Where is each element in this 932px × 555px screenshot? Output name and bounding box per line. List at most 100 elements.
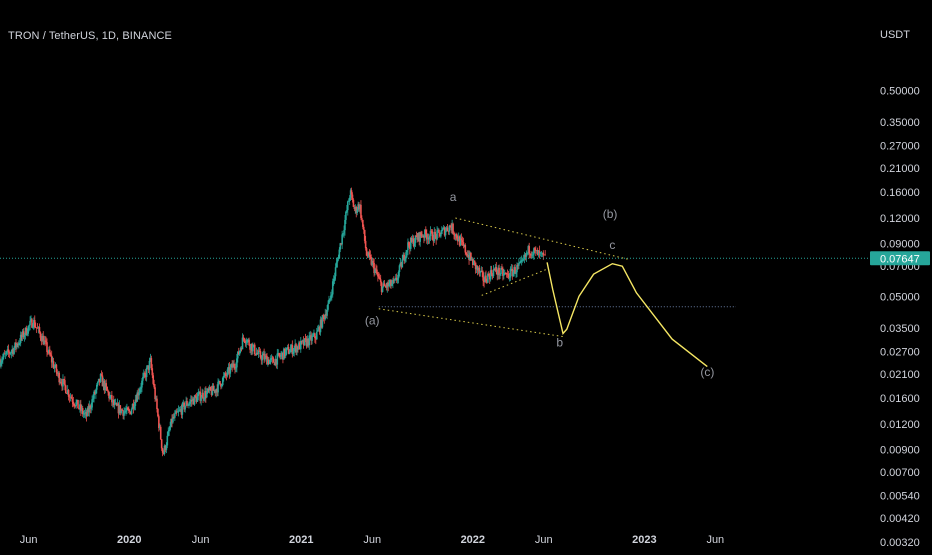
candle-body <box>434 231 437 235</box>
candle-body <box>451 223 453 231</box>
candle-body <box>416 236 419 240</box>
candle-body <box>501 268 503 270</box>
candle-body <box>356 210 358 213</box>
candle-body <box>474 262 477 270</box>
candle-body <box>456 234 458 239</box>
candle-body <box>371 261 374 265</box>
current-price-label: 0.07647 <box>880 253 920 265</box>
candle-body <box>203 398 205 400</box>
candle-body <box>328 299 330 304</box>
candle-body <box>243 338 246 341</box>
candle-body <box>292 351 295 355</box>
candle-body <box>201 392 203 398</box>
candle-body <box>89 405 92 409</box>
wave-label: (b) <box>603 207 618 221</box>
candle-body <box>259 350 262 358</box>
candle-body <box>15 342 17 348</box>
price-tick-label: 0.50000 <box>880 85 920 97</box>
candle-body <box>368 252 371 255</box>
candle-body <box>146 365 149 368</box>
candle-body <box>287 347 290 354</box>
candle-body <box>404 258 406 261</box>
candle-body <box>319 319 322 333</box>
upper-channel-line <box>455 217 630 261</box>
candle-body <box>389 280 391 284</box>
candle-body <box>423 236 425 238</box>
candle-body <box>482 272 484 281</box>
candle-body <box>9 353 12 354</box>
candle-body <box>342 233 344 235</box>
candle-body <box>150 358 153 369</box>
candle-body <box>476 266 479 271</box>
candle-body <box>181 403 184 415</box>
candle-body <box>202 392 204 399</box>
candle-body <box>162 452 165 455</box>
candle-body <box>14 342 16 349</box>
candle-body <box>333 276 336 279</box>
price-tick-label: 0.03500 <box>880 323 920 335</box>
candle-body <box>406 250 408 253</box>
candle-body <box>468 255 470 260</box>
candle-body <box>13 348 15 354</box>
candle-body <box>270 357 273 359</box>
candle-body <box>489 270 492 280</box>
candle-body <box>415 235 418 237</box>
candle-body <box>257 350 260 355</box>
candle-body <box>283 348 285 360</box>
candle-body <box>523 254 526 260</box>
time-tick-label: Jun <box>20 534 38 546</box>
candle-body <box>171 418 173 423</box>
candle-body <box>534 248 536 251</box>
candle-body <box>192 398 195 405</box>
candle-body <box>355 207 358 213</box>
candle-body <box>387 282 390 287</box>
candle-body <box>466 254 468 257</box>
candle-body <box>374 269 376 274</box>
candle-body <box>525 252 528 257</box>
candle-body <box>460 238 463 241</box>
candle-body <box>357 204 359 211</box>
candle-body <box>143 373 146 374</box>
candle-body <box>96 381 99 385</box>
candle-body <box>381 286 384 292</box>
candle-body <box>32 326 34 328</box>
candle-body <box>359 204 361 209</box>
candle-body <box>273 362 276 366</box>
candle-body <box>411 238 414 242</box>
candle-body <box>131 403 134 410</box>
candle-body <box>318 326 321 333</box>
candle-body <box>175 411 178 413</box>
candle-body <box>62 378 64 387</box>
candle-body <box>163 445 166 455</box>
candle-body <box>38 327 41 333</box>
candle-body <box>419 232 421 242</box>
candle-body <box>124 411 126 413</box>
price-tick-label: 0.00320 <box>880 537 920 549</box>
candle-body <box>67 390 70 397</box>
candle-body <box>21 331 24 338</box>
candle-body <box>97 378 100 382</box>
candle-body <box>417 232 420 240</box>
candle-body <box>191 398 194 402</box>
candle-body <box>101 375 104 387</box>
time-tick-label: 2020 <box>117 534 141 546</box>
candle-body <box>170 418 172 427</box>
time-tick-label: Jun <box>192 534 210 546</box>
candle-body <box>282 352 284 360</box>
candle-body <box>186 401 188 406</box>
candle-body <box>111 400 114 403</box>
candle-body <box>242 337 245 339</box>
candle-body <box>309 335 311 337</box>
candle-body <box>180 409 183 415</box>
candle-body <box>157 409 159 417</box>
candle-body <box>221 377 224 385</box>
candle-body <box>107 390 109 393</box>
candle-body <box>90 407 92 409</box>
candle-body <box>240 348 243 350</box>
candle-body <box>441 228 444 230</box>
candle-body <box>449 225 452 227</box>
candle-body <box>367 252 370 257</box>
candle-body <box>326 309 328 316</box>
